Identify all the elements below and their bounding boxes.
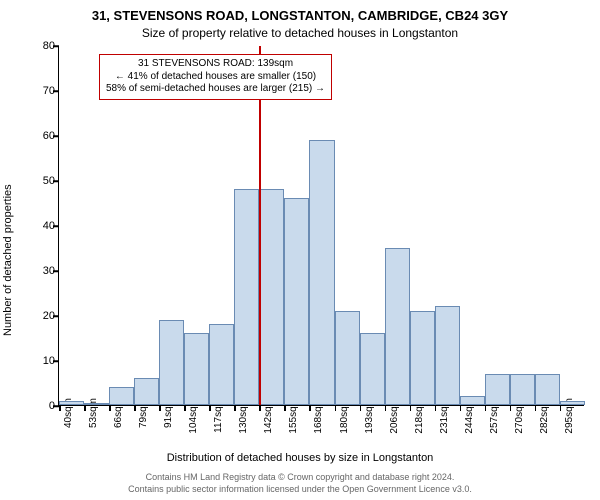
x-tick-mark <box>435 405 437 411</box>
y-tick-label: 80 <box>29 40 55 52</box>
y-tick-label: 10 <box>29 355 55 367</box>
x-tick-mark <box>59 405 61 411</box>
x-tick-mark <box>335 405 337 411</box>
y-tick-label: 40 <box>29 220 55 232</box>
histogram-bar <box>560 401 585 406</box>
y-tick-mark <box>53 315 59 317</box>
histogram-bar <box>535 374 560 406</box>
footer-attribution-1: Contains HM Land Registry data © Crown c… <box>0 472 600 482</box>
histogram-bar <box>385 248 410 406</box>
y-tick-label: 30 <box>29 265 55 277</box>
y-axis-label: Number of detached properties <box>2 104 14 256</box>
annotation-line: ← 41% of detached houses are smaller (15… <box>106 71 325 84</box>
x-tick-mark <box>460 405 462 411</box>
plot-area: 0102030405060708040sqm53sqm66sqm79sqm91s… <box>58 46 584 406</box>
y-tick-label: 50 <box>29 175 55 187</box>
histogram-bar <box>209 324 234 405</box>
y-tick-mark <box>53 225 59 227</box>
histogram-bar <box>109 387 134 405</box>
histogram-bar <box>460 396 485 405</box>
y-tick-mark <box>53 180 59 182</box>
annotation-line: 31 STEVENSONS ROAD: 139sqm <box>106 58 325 71</box>
histogram-bar <box>134 378 159 405</box>
x-tick-mark <box>234 405 236 411</box>
x-tick-mark <box>485 405 487 411</box>
x-tick-mark <box>309 405 311 411</box>
x-tick-mark <box>410 405 412 411</box>
histogram-bar <box>234 189 259 405</box>
histogram-bar <box>360 333 385 405</box>
histogram-bar <box>510 374 535 406</box>
histogram-bar <box>485 374 510 406</box>
chart-title-main: 31, STEVENSONS ROAD, LONGSTANTON, CAMBRI… <box>0 8 600 23</box>
x-tick-mark <box>510 405 512 411</box>
y-tick-label: 70 <box>29 85 55 97</box>
histogram-bar <box>259 189 284 405</box>
histogram-bar <box>335 311 360 406</box>
histogram-bar <box>410 311 435 406</box>
footer-attribution-2: Contains public sector information licen… <box>0 484 600 494</box>
histogram-bar <box>59 401 84 406</box>
histogram-bar <box>84 403 109 405</box>
chart-container: 31, STEVENSONS ROAD, LONGSTANTON, CAMBRI… <box>0 0 600 500</box>
histogram-bar <box>435 306 460 405</box>
histogram-bar <box>184 333 209 405</box>
x-tick-mark <box>560 405 562 411</box>
x-axis-label: Distribution of detached houses by size … <box>0 452 600 464</box>
x-tick-mark <box>360 405 362 411</box>
annotation-line: 58% of semi-detached houses are larger (… <box>106 83 325 96</box>
histogram-bar <box>309 140 334 406</box>
x-tick-mark <box>284 405 286 411</box>
x-tick-mark <box>159 405 161 411</box>
y-tick-mark <box>53 135 59 137</box>
y-tick-mark <box>53 360 59 362</box>
x-tick-mark <box>535 405 537 411</box>
histogram-bar <box>284 198 309 405</box>
x-tick-mark <box>259 405 261 411</box>
chart-title-sub: Size of property relative to detached ho… <box>0 26 600 40</box>
y-tick-label: 60 <box>29 130 55 142</box>
y-tick-mark <box>53 90 59 92</box>
x-tick-mark <box>184 405 186 411</box>
x-tick-mark <box>134 405 136 411</box>
reference-vline <box>259 46 261 405</box>
x-tick-mark <box>84 405 86 411</box>
x-tick-mark <box>109 405 111 411</box>
histogram-bar <box>159 320 184 406</box>
y-tick-label: 20 <box>29 310 55 322</box>
y-tick-label: 0 <box>29 400 55 412</box>
y-tick-mark <box>53 45 59 47</box>
annotation-box: 31 STEVENSONS ROAD: 139sqm← 41% of detac… <box>99 54 332 100</box>
y-tick-mark <box>53 270 59 272</box>
x-tick-mark <box>385 405 387 411</box>
x-tick-mark <box>209 405 211 411</box>
